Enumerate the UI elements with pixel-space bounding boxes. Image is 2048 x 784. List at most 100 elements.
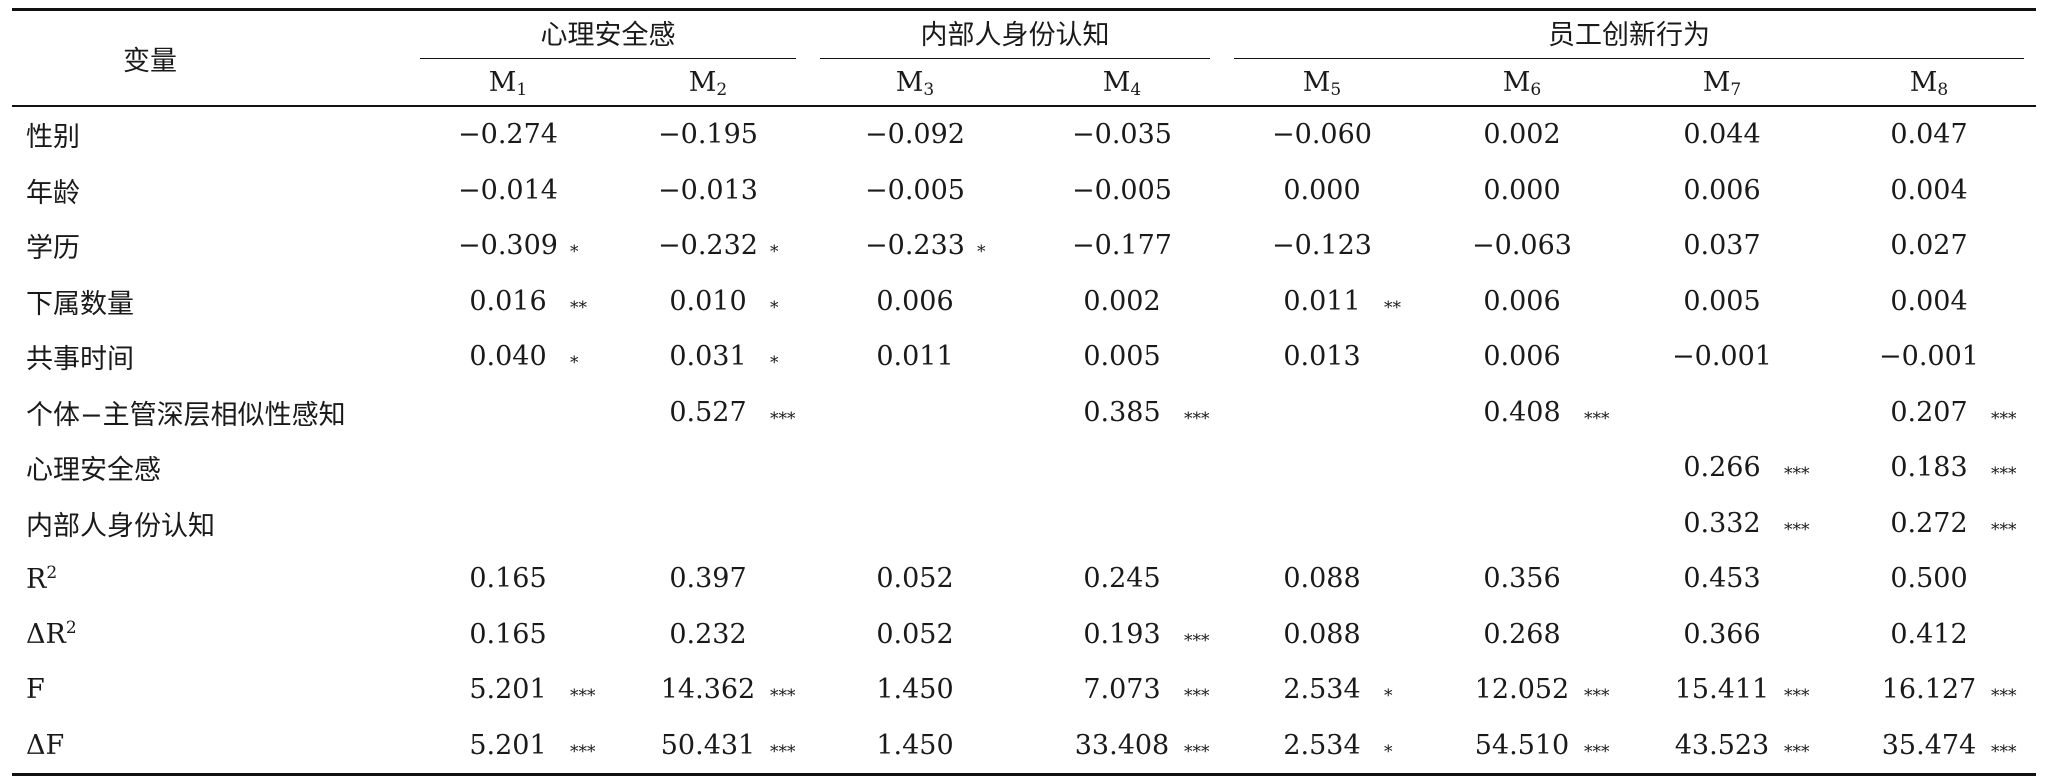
table-cell: 0.207 ***	[1822, 385, 2036, 441]
table-cell: 0.004	[1822, 274, 2036, 330]
table-cell: 0.165	[408, 607, 608, 663]
table-cell: −0.060	[1222, 106, 1422, 163]
table-cell	[1222, 440, 1422, 496]
cell-value: −0.063	[1472, 230, 1572, 262]
significance-marker: ***	[1784, 741, 1810, 762]
cell-value: 0.527	[669, 396, 747, 428]
cell-value: 0.002	[1483, 119, 1561, 151]
table-cell: 0.016 **	[408, 274, 608, 330]
table-cell	[1222, 496, 1422, 552]
table-cell: 50.431 ***	[608, 717, 808, 776]
cell-value: −0.001	[1672, 341, 1772, 373]
model-header-4: M4	[1022, 61, 1222, 107]
table-cell: 0.268	[1422, 607, 1622, 663]
significance-marker: ***	[1991, 408, 2017, 429]
model-header-8: M8	[1822, 61, 2036, 107]
table-cell	[808, 496, 1022, 552]
table-cell	[1422, 496, 1622, 552]
cell-value: −0.014	[458, 174, 558, 206]
cell-value: 50.431	[660, 729, 756, 761]
cell-value: 0.004	[1890, 285, 1968, 317]
table-cell: −0.005	[1022, 163, 1222, 219]
row-label: 年龄	[26, 177, 80, 209]
table-cell: −0.001	[1622, 329, 1822, 385]
cell-value: 5.201	[469, 674, 547, 706]
cell-value: 0.002	[1083, 285, 1161, 317]
table-cell: 0.006	[1422, 274, 1622, 330]
regression-results-table: 变量 心理安全感 内部人身份认知 员工创新行为 M1 M2 M3 M4 M5 M6 M7 M8…	[12, 8, 2036, 776]
model-header-7: M7	[1622, 61, 1822, 107]
table-cell: −0.092	[808, 106, 1022, 163]
table-cell: 0.011 **	[1222, 274, 1422, 330]
cell-value: 43.523	[1674, 729, 1770, 761]
table-row: 学历 −0.309 * −0.232 * −0.233 * −0.177 −0.123 −0.06…	[12, 218, 2036, 274]
table-cell: 1.450	[808, 662, 1022, 718]
cell-value: 2.534	[1283, 674, 1361, 706]
significance-marker: **	[570, 297, 587, 318]
cell-value: 0.040	[469, 341, 547, 373]
significance-marker: *	[770, 297, 779, 318]
row-label: 心理安全感	[26, 455, 161, 487]
cell-value: 0.088	[1283, 563, 1361, 595]
table-cell	[808, 440, 1022, 496]
table-cell	[1022, 440, 1222, 496]
model-header-3: M3	[808, 61, 1022, 107]
table-cell: −0.001	[1822, 329, 2036, 385]
table-cell: 0.000	[1222, 163, 1422, 219]
table-cell: −0.063	[1422, 218, 1622, 274]
table-cell: −0.233 *	[808, 218, 1022, 274]
cell-value: 0.088	[1283, 618, 1361, 650]
cell-value: 0.332	[1683, 507, 1761, 539]
table-cell: 33.408 ***	[1022, 717, 1222, 776]
cell-value: 54.510	[1474, 729, 1570, 761]
significance-marker: ***	[770, 686, 796, 707]
table-cell: 0.500	[1822, 551, 2036, 607]
row-label: F	[26, 674, 45, 706]
table-cell: 2.534 *	[1222, 717, 1422, 776]
table-cell: 0.332 ***	[1622, 496, 1822, 552]
significance-marker: ***	[1784, 464, 1810, 485]
cell-value: 0.453	[1683, 563, 1761, 595]
cell-value: 0.037	[1683, 230, 1761, 262]
cell-value: 0.006	[1483, 341, 1561, 373]
group-header-insider-identity: 内部人身份认知	[808, 8, 1222, 61]
table-cell	[1422, 440, 1622, 496]
model-header-5: M5	[1222, 61, 1422, 107]
significance-marker: ***	[1784, 686, 1810, 707]
table-cell: 16.127 ***	[1822, 662, 2036, 718]
header-row-groups: 变量 心理安全感 内部人身份认知 员工创新行为	[12, 8, 2036, 107]
cell-value: 0.356	[1483, 563, 1561, 595]
cell-value: 0.272	[1890, 507, 1968, 539]
significance-marker: ***	[1184, 630, 1210, 651]
table-cell: 0.453	[1622, 551, 1822, 607]
table-cell: 0.006	[1622, 163, 1822, 219]
model-header-1: M1	[408, 61, 608, 107]
table-cell: 0.031 *	[608, 329, 808, 385]
cell-value: −0.005	[1072, 174, 1172, 206]
table-cell: 0.272 ***	[1822, 496, 2036, 552]
table-cell: 0.366	[1622, 607, 1822, 663]
row-label: 性别	[26, 122, 80, 154]
table-cell: 0.232	[608, 607, 808, 663]
table-cell: 2.534 *	[1222, 662, 1422, 718]
cell-value: 0.232	[669, 618, 747, 650]
significance-marker: ***	[1784, 519, 1810, 540]
cell-value: −0.274	[458, 119, 558, 151]
cell-value: 0.006	[1683, 174, 1761, 206]
table-cell: −0.014	[408, 163, 608, 219]
table-row: 心理安全感 0.266 *** 0.183 ***	[12, 440, 2036, 496]
significance-marker: ***	[1991, 519, 2017, 540]
significance-marker: *	[977, 242, 986, 263]
header-row-models: M1 M2 M3 M4 M5 M6 M7 M8	[12, 61, 2036, 107]
cell-value: 0.047	[1890, 119, 1968, 151]
row-label: ΔR2	[26, 618, 77, 651]
row-label: R2	[26, 562, 58, 595]
cell-value: 0.031	[669, 341, 747, 373]
cell-value: −0.309	[458, 230, 558, 262]
table-cell: 0.002	[1022, 274, 1222, 330]
cell-value: 0.385	[1083, 396, 1161, 428]
cell-value: 0.010	[669, 285, 747, 317]
table-cell: −0.005	[808, 163, 1022, 219]
table-cell: −0.013	[608, 163, 808, 219]
significance-marker: ***	[570, 741, 596, 762]
